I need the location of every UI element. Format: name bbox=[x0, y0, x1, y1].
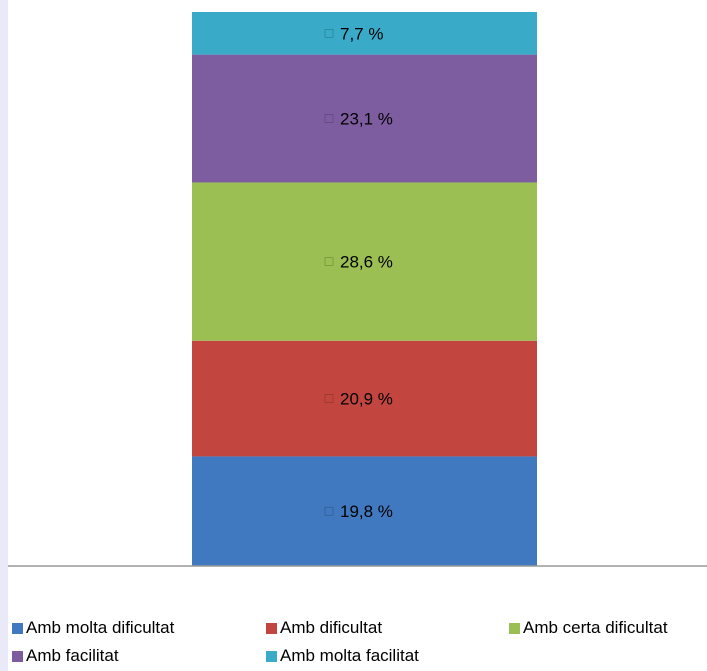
left-border-strip bbox=[0, 0, 8, 671]
data-label: 23,1 % bbox=[340, 110, 393, 129]
bar-segment bbox=[192, 12, 537, 55]
data-label: 28,6 % bbox=[340, 253, 393, 272]
bar-segment bbox=[192, 182, 537, 341]
legend-item-molta-facilitat: Amb molta facilitat bbox=[266, 646, 419, 666]
legend-label: Amb molta dificultat bbox=[26, 618, 175, 637]
legend-swatch bbox=[12, 650, 23, 662]
legend-swatch bbox=[266, 650, 277, 662]
data-label-key bbox=[324, 114, 334, 123]
legend-swatch bbox=[509, 622, 520, 634]
data-label-key bbox=[324, 394, 334, 403]
bar-segment bbox=[192, 54, 537, 183]
legend-item-molta-dificultat: Amb molta dificultat bbox=[12, 618, 174, 638]
legend-label: Amb certa dificultat bbox=[523, 618, 668, 637]
data-label-key bbox=[324, 506, 334, 516]
data-label: 20,9 % bbox=[340, 390, 393, 409]
data-label-key bbox=[324, 257, 334, 266]
legend-item-dificultat: Amb dificultat bbox=[266, 618, 382, 638]
legend-swatch bbox=[266, 622, 277, 634]
legend-item-facilitat: Amb facilitat bbox=[12, 646, 119, 666]
data-label-key bbox=[324, 29, 334, 38]
legend-swatch bbox=[12, 622, 23, 634]
data-label: 19,8 % bbox=[340, 502, 393, 521]
legend: Amb molta dificultat Amb dificultat Amb … bbox=[12, 618, 707, 668]
data-label: 7,7 % bbox=[340, 24, 383, 43]
legend-label: Amb molta facilitat bbox=[280, 646, 419, 665]
legend-label: Amb facilitat bbox=[26, 646, 119, 665]
bar-segment bbox=[192, 456, 537, 566]
legend-label: Amb dificultat bbox=[280, 618, 383, 637]
stacked-bar-chart: 19,8 % 20,9 % 28,6 % 23,1 % 7,7 % bbox=[8, 12, 707, 567]
legend-item-certa-dificultat: Amb certa dificultat bbox=[509, 618, 668, 638]
bar-segments bbox=[192, 12, 537, 566]
data-labels: 19,8 % 20,9 % 28,6 % 23,1 % 7,7 % bbox=[324, 24, 393, 521]
bar-segment bbox=[192, 340, 537, 457]
